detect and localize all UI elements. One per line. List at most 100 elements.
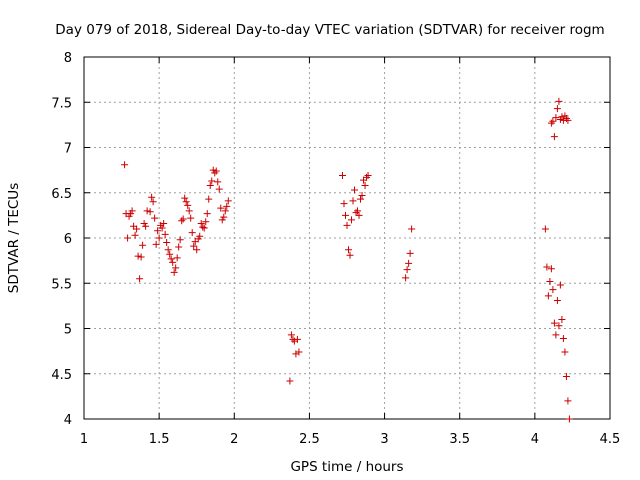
- data-point: [196, 232, 204, 240]
- data-point: [544, 292, 552, 300]
- data-point: [561, 348, 569, 356]
- x-tick-label: 1.5: [149, 432, 170, 447]
- data-point: [357, 195, 365, 203]
- data-point: [143, 207, 151, 215]
- data-point: [223, 202, 231, 210]
- tick-labels: 1 1.5 2 2.5 3 3.5 4 4.5 4 4.5 5 5.5 6 6.5 7 7.5 8: [51, 51, 620, 447]
- data-point: [152, 240, 160, 248]
- data-point: [340, 200, 348, 208]
- data-point: [172, 264, 180, 272]
- data-point: [215, 185, 223, 193]
- chart-title: Day 079 of 2018, Sidereal Day-to-day VTE…: [55, 22, 604, 38]
- data-point: [220, 213, 228, 221]
- data-point: [564, 116, 572, 124]
- data-point: [133, 225, 141, 233]
- data-point: [187, 214, 195, 222]
- data-point: [214, 178, 222, 186]
- data-point: [558, 113, 566, 121]
- data-point: [170, 268, 178, 276]
- data-point: [134, 252, 142, 260]
- data-point: [224, 197, 232, 205]
- data-point: [354, 207, 362, 215]
- data-point: [556, 281, 564, 289]
- data-point: [351, 186, 359, 194]
- x-tick-label: 4: [531, 432, 539, 447]
- data-point: [205, 195, 213, 203]
- data-point: [197, 220, 205, 228]
- data-point: [405, 259, 413, 267]
- data-point: [202, 218, 210, 226]
- data-point: [348, 216, 356, 224]
- data-point: [160, 220, 168, 228]
- data-point: [131, 231, 139, 239]
- x-axis-title: GPS time / hours: [290, 459, 403, 475]
- data-point: [541, 225, 549, 233]
- data-point: [149, 198, 157, 206]
- data-point: [349, 197, 357, 205]
- data-point: [363, 173, 371, 181]
- data-point: [221, 207, 229, 215]
- x-tick-label: 2.5: [299, 432, 320, 447]
- data-point: [182, 198, 190, 206]
- data-point: [295, 348, 303, 356]
- grid-lines: [84, 57, 610, 419]
- data-point: [564, 397, 572, 405]
- y-tick-label: 6.5: [51, 187, 72, 202]
- data-point: [547, 119, 555, 127]
- data-point: [338, 172, 346, 180]
- data-point: [164, 246, 172, 254]
- data-point: [169, 258, 177, 266]
- data-point: [121, 161, 129, 169]
- data-point: [203, 210, 211, 218]
- y-tick-label: 4: [64, 413, 72, 428]
- data-point: [406, 249, 414, 257]
- data-point: [155, 234, 163, 242]
- data-point: [550, 133, 558, 141]
- x-tick-label: 3.5: [449, 432, 470, 447]
- y-tick-label: 5.5: [51, 277, 72, 292]
- data-point: [562, 115, 570, 123]
- data-point: [128, 207, 136, 215]
- y-axis-title: SDTVAR / TECUs: [6, 183, 22, 293]
- data-point: [217, 204, 225, 212]
- data-point: [176, 236, 184, 244]
- data-point: [179, 215, 187, 223]
- data-point: [403, 266, 411, 274]
- data-point: [178, 217, 186, 225]
- data-point: [355, 211, 363, 219]
- data-point: [361, 182, 369, 190]
- data-point: [552, 114, 560, 122]
- data-point: [167, 255, 175, 263]
- data-point: [565, 415, 573, 423]
- y-tick-label: 4.5: [51, 368, 72, 383]
- data-point: [188, 229, 196, 237]
- data-point: [364, 172, 372, 180]
- data-point: [206, 182, 214, 190]
- data-point: [559, 334, 567, 342]
- data-point: [293, 335, 301, 343]
- x-tick-label: 4.5: [600, 432, 621, 447]
- data-point: [358, 191, 366, 199]
- data-point: [181, 194, 189, 202]
- y-tick-label: 7: [64, 142, 72, 157]
- data-point: [345, 246, 353, 254]
- data-point: [146, 208, 154, 216]
- data-point: [543, 263, 551, 271]
- data-point: [549, 117, 557, 125]
- data-point: [175, 243, 183, 251]
- y-tick-label: 5: [64, 323, 72, 338]
- data-point: [550, 319, 558, 327]
- data-point: [163, 239, 171, 247]
- data-point: [166, 250, 174, 258]
- y-tick-label: 8: [64, 51, 72, 66]
- data-point: [193, 246, 201, 254]
- y-tick-label: 6: [64, 232, 72, 247]
- data-point: [546, 277, 554, 285]
- x-tick-label: 3: [380, 432, 388, 447]
- data-point: [343, 221, 351, 229]
- data-point: [558, 315, 566, 323]
- data-point: [151, 214, 159, 222]
- data-point: [292, 350, 300, 358]
- data-point: [139, 241, 147, 249]
